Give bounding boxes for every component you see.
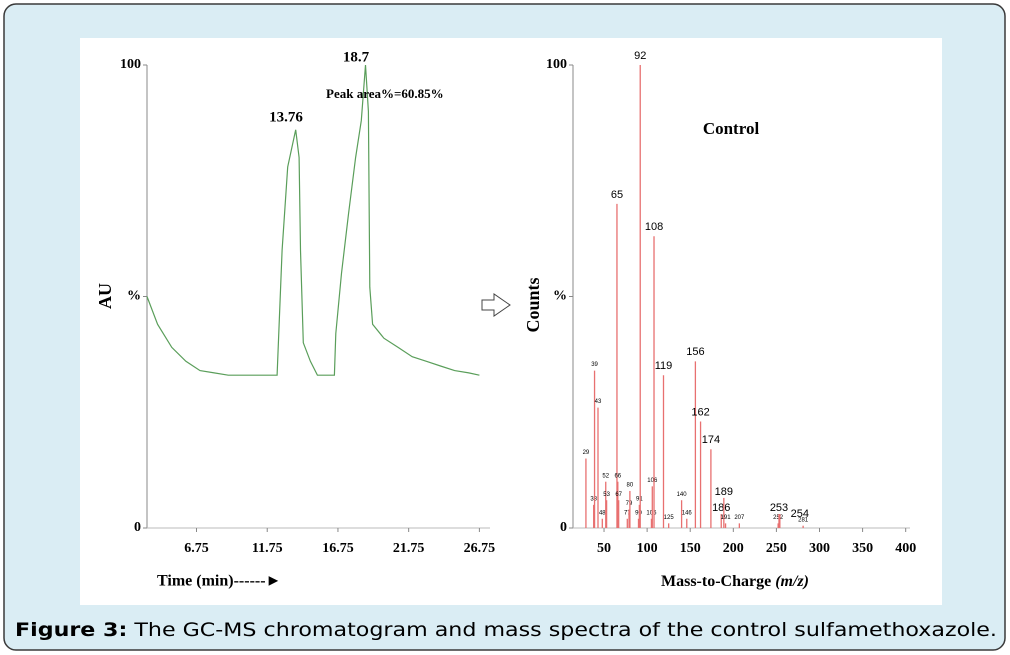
peak-label: 52	[602, 473, 609, 479]
peak-label: 162	[691, 406, 709, 418]
peak-label: 66	[614, 473, 621, 479]
peak-label: 191	[721, 515, 732, 521]
x-tick-label: 16.75	[322, 541, 354, 556]
y-tick-label: 100	[546, 57, 567, 72]
peak-label: 140	[677, 492, 688, 498]
peak-label: 65	[611, 189, 623, 201]
caption: Figure 3: The GC-MS chromatogram and mas…	[15, 619, 997, 641]
x-tick-label: 250	[766, 541, 787, 556]
x-axis-label: Time (min)------►	[157, 573, 281, 590]
peak-label: 43	[595, 399, 602, 405]
y-tick-label: %	[127, 289, 141, 304]
peak-annotation: 13.76	[269, 109, 303, 125]
peak-label: 281	[798, 517, 809, 523]
peak-label: 207	[734, 515, 745, 521]
x-tick-label: 150	[680, 541, 701, 556]
y-tick-label: 0	[560, 520, 567, 535]
caption-label: Figure 3:	[15, 619, 127, 641]
x-tick-label: 350	[852, 541, 873, 556]
peak-label: 125	[664, 515, 675, 521]
peak-label: 29	[583, 450, 590, 456]
caption-text: The GC-MS chromatogram and mass spectra …	[127, 619, 997, 641]
chart-title: Control	[703, 119, 760, 138]
x-axis-label-text: Mass-to-Charge	[661, 573, 771, 590]
peak-annotation: 18.7	[343, 49, 370, 65]
chromatogram-line	[146, 64, 480, 376]
x-tick-label: 200	[723, 541, 744, 556]
x-tick-label: 11.75	[252, 541, 283, 556]
peak-label: 77	[624, 510, 631, 516]
peak-label: 119	[655, 360, 673, 372]
arrow	[481, 293, 511, 317]
x-tick-label: 400	[895, 541, 916, 556]
x-axis-label-unit: (m/z)	[775, 573, 809, 590]
y-tick-label: 0	[134, 520, 141, 535]
peak-label: 156	[686, 346, 704, 358]
peak-label: 146	[682, 510, 693, 516]
x-tick-label: 21.75	[393, 541, 425, 556]
y-axis-label: Counts	[523, 277, 543, 332]
peak-label: 189	[715, 486, 733, 498]
y-axis-label: AU	[95, 283, 115, 309]
figure-panel	[80, 38, 942, 605]
x-tick-label: 50	[597, 541, 611, 556]
peak-annotation: Peak area%=60.85%	[326, 86, 444, 101]
y-tick-label: 100	[120, 57, 141, 72]
peak-label: 108	[645, 221, 663, 233]
peak-label: 253	[770, 502, 788, 514]
y-tick-label: %	[553, 289, 567, 304]
peak-label: 174	[702, 434, 720, 446]
peak-label: 92	[634, 50, 646, 62]
x-tick-label: 300	[809, 541, 830, 556]
x-tick-label: 100	[637, 541, 658, 556]
x-tick-label: 26.75	[464, 541, 496, 556]
peak-label: 48	[599, 510, 606, 516]
peak-label: 39	[591, 362, 598, 368]
peak-label: 106	[647, 478, 658, 484]
peak-label: 53	[603, 492, 610, 498]
peak-label: 186	[712, 502, 730, 514]
peak-label: 67	[615, 492, 622, 498]
x-tick-label: 6.75	[184, 541, 209, 556]
x-axis-label: Mass-to-Charge (m/z)	[661, 573, 809, 590]
peak-label: 80	[627, 483, 634, 489]
peak-label: 254	[791, 508, 809, 520]
